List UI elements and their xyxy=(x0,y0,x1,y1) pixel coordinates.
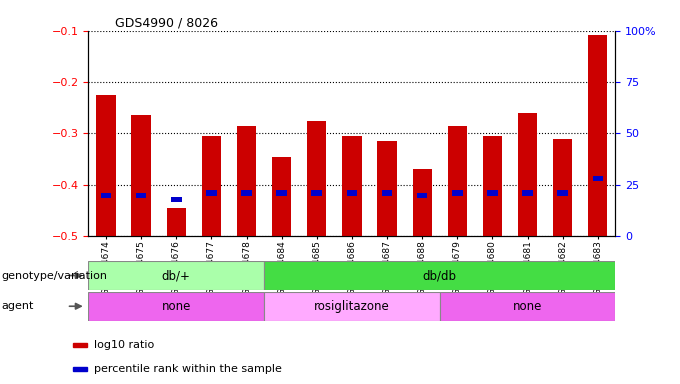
Bar xyxy=(342,136,362,236)
Bar xyxy=(553,139,573,236)
Bar xyxy=(518,113,537,236)
Bar xyxy=(88,261,264,290)
Bar xyxy=(276,190,287,195)
Text: GDS4990 / 8026: GDS4990 / 8026 xyxy=(115,17,218,30)
Bar xyxy=(487,190,498,195)
Bar xyxy=(483,136,502,236)
Bar xyxy=(241,190,252,195)
Bar xyxy=(101,192,112,198)
Bar xyxy=(264,292,440,321)
Bar xyxy=(381,190,392,195)
Text: genotype/variation: genotype/variation xyxy=(1,270,107,281)
Bar xyxy=(73,367,87,371)
Bar xyxy=(592,176,603,181)
Bar xyxy=(413,169,432,236)
Bar xyxy=(347,190,357,195)
Bar xyxy=(73,343,87,346)
Bar xyxy=(272,157,291,236)
Text: none: none xyxy=(162,300,191,313)
Bar xyxy=(167,208,186,236)
Bar xyxy=(264,261,615,290)
Bar xyxy=(171,197,182,202)
Bar xyxy=(97,95,116,236)
Bar xyxy=(131,116,151,236)
Bar xyxy=(588,35,607,236)
Bar xyxy=(88,292,264,321)
Bar xyxy=(452,190,462,195)
Text: percentile rank within the sample: percentile rank within the sample xyxy=(94,364,282,374)
Text: db/+: db/+ xyxy=(162,269,190,282)
Bar xyxy=(307,121,326,236)
Bar xyxy=(440,292,615,321)
Bar xyxy=(202,136,221,236)
Bar xyxy=(377,141,396,236)
Text: agent: agent xyxy=(1,301,34,311)
Bar xyxy=(237,126,256,236)
Bar xyxy=(206,190,217,195)
Bar xyxy=(522,190,533,195)
Bar xyxy=(136,192,146,198)
Bar xyxy=(417,192,428,198)
Text: log10 ratio: log10 ratio xyxy=(94,340,154,350)
Text: db/db: db/db xyxy=(423,269,457,282)
Bar xyxy=(558,190,568,195)
Text: rosiglitazone: rosiglitazone xyxy=(314,300,390,313)
Bar xyxy=(311,190,322,195)
Bar xyxy=(447,126,467,236)
Text: none: none xyxy=(513,300,542,313)
